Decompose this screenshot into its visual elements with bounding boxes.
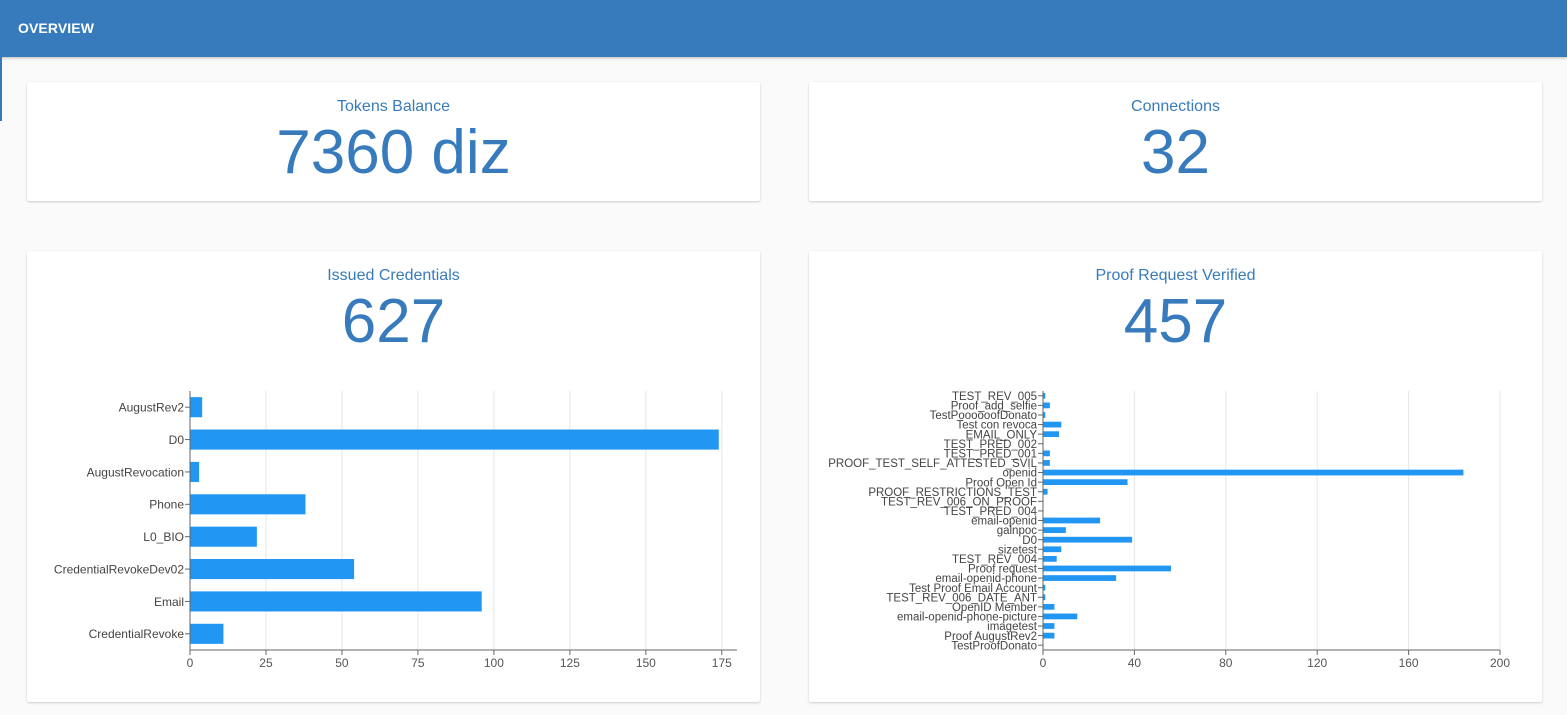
category-label: sizetest	[998, 544, 1038, 556]
category-label: Proof request	[968, 564, 1038, 576]
issued-credentials-chart: 0 25 50 75 100 125 150 175 AugustRev2 D0 AugustRev…	[54, 391, 737, 670]
bar	[190, 559, 355, 580]
bar	[1043, 431, 1059, 438]
bar	[1043, 392, 1046, 399]
category-label: Proof AugustRev2	[944, 631, 1037, 643]
bar	[1043, 412, 1046, 418]
category-label: TEST_PRED_001	[944, 448, 1037, 460]
page-title: OVERVIEW	[18, 20, 95, 36]
tokens-balance-value: 7360 diz	[276, 118, 511, 187]
category-label: TEST_REV_006_DATE_ANT	[886, 592, 1037, 604]
category-label: L0_BIO	[143, 530, 184, 544]
category-label: email-openid-phone	[935, 573, 1037, 585]
x-tick-label: 100	[484, 656, 504, 670]
x-tick-label: 125	[560, 656, 580, 670]
bar	[1043, 555, 1057, 562]
issued-credentials-label: Issued Credentials	[327, 267, 460, 284]
category-label: email-openid-phone-picture	[897, 612, 1037, 624]
proof-request-card: Proof Request Verified 457 0 40 80 120 160 20…	[809, 251, 1542, 702]
bar	[190, 397, 203, 418]
bar	[1043, 527, 1066, 533]
bar	[1043, 632, 1055, 639]
bar	[1043, 469, 1464, 476]
proof-request-value: 457	[1123, 287, 1228, 356]
category-label: imagetest	[987, 621, 1038, 633]
x-tick-label: 25	[259, 656, 273, 670]
category-label: D0	[169, 433, 185, 447]
bar	[190, 494, 306, 515]
bar	[1043, 450, 1050, 457]
bar	[1043, 623, 1055, 629]
x-tick-label: 175	[712, 656, 732, 670]
bar	[1043, 565, 1171, 572]
connections-value: 32	[1141, 118, 1210, 187]
x-tick-label: 50	[335, 656, 349, 670]
x-tick-label: 200	[1490, 656, 1510, 670]
category-label: TEST_PRED_002	[944, 439, 1037, 451]
bar	[1043, 613, 1078, 620]
tokens-balance-card: Tokens Balance 7360 diz	[27, 82, 760, 201]
category-label: CredentialRevoke	[89, 627, 185, 641]
bar	[190, 461, 200, 482]
category-label: Test con revoca	[956, 420, 1037, 432]
bar	[1043, 517, 1101, 524]
category-label: CredentialRevokeDev02	[54, 562, 184, 576]
x-tick-label: 0	[1040, 656, 1047, 670]
category-label: Phone	[149, 498, 184, 512]
bar	[1043, 479, 1128, 486]
connections-card: Connections 32	[809, 82, 1542, 201]
category-label: Proof_add_selfie	[951, 401, 1037, 413]
bar	[190, 526, 257, 547]
x-tick-label: 120	[1307, 656, 1327, 670]
x-tick-label: 150	[636, 656, 656, 670]
category-label: Test Proof Email Account	[909, 583, 1038, 595]
bar	[1043, 421, 1062, 428]
category-label: openid	[1002, 468, 1037, 480]
category-label: AugustRevocation	[87, 465, 184, 479]
category-label: TestProofDonato	[951, 640, 1037, 652]
bar	[1043, 402, 1050, 409]
x-tick-label: 160	[1399, 656, 1419, 670]
category-label: TEST_REV_006_ON_PROOF	[881, 496, 1037, 508]
app-header: OVERVIEW	[0, 0, 1567, 57]
category-label: PROOF_RESTRICTIONS_TEST	[868, 487, 1037, 499]
proof-request-label: Proof Request Verified	[1095, 267, 1256, 284]
category-label: email-openid	[971, 516, 1037, 528]
category-label: PROOF_TEST_SELF_ATTESTED_SVIL	[828, 458, 1037, 470]
category-label: TEST_REV_004	[952, 554, 1038, 566]
bar	[1043, 575, 1117, 581]
x-tick-label: 0	[187, 656, 194, 670]
category-label: Proof Open Id	[965, 477, 1037, 489]
bar	[1043, 460, 1050, 466]
x-tick-label: 80	[1219, 656, 1233, 670]
category-label: OpenID Member	[952, 602, 1037, 614]
category-label: Email	[154, 595, 184, 609]
category-label: galnpoc	[997, 525, 1038, 537]
bar	[1043, 546, 1062, 553]
issued-credentials-card: Issued Credentials 627 0 25 50 75 100 125 150 1…	[27, 251, 760, 702]
bar	[190, 591, 482, 612]
category-label: EMAIL_ONLY	[966, 429, 1038, 441]
category-label: D0	[1022, 535, 1037, 547]
category-label: TestPoooooofDonato	[930, 410, 1037, 422]
bar	[1043, 536, 1133, 543]
sidebar-edge	[0, 57, 2, 121]
bar	[190, 623, 224, 644]
bar	[1043, 584, 1046, 591]
bar	[1043, 594, 1046, 601]
proof-request-chart: 0 40 80 120 160 200 TEST_REV_005Proof_add_self…	[828, 391, 1510, 670]
tokens-balance-label: Tokens Balance	[337, 98, 450, 115]
x-tick-label: 75	[411, 656, 425, 670]
bar	[1043, 488, 1048, 495]
bar	[1043, 603, 1055, 610]
x-tick-label: 40	[1128, 656, 1142, 670]
issued-credentials-value: 627	[341, 287, 446, 356]
bar	[190, 429, 719, 450]
connections-label: Connections	[1131, 98, 1220, 115]
category-label: TEST_PRED_004	[944, 506, 1038, 518]
category-label: TEST_REV_005	[952, 391, 1037, 403]
category-label: AugustRev2	[119, 401, 185, 415]
